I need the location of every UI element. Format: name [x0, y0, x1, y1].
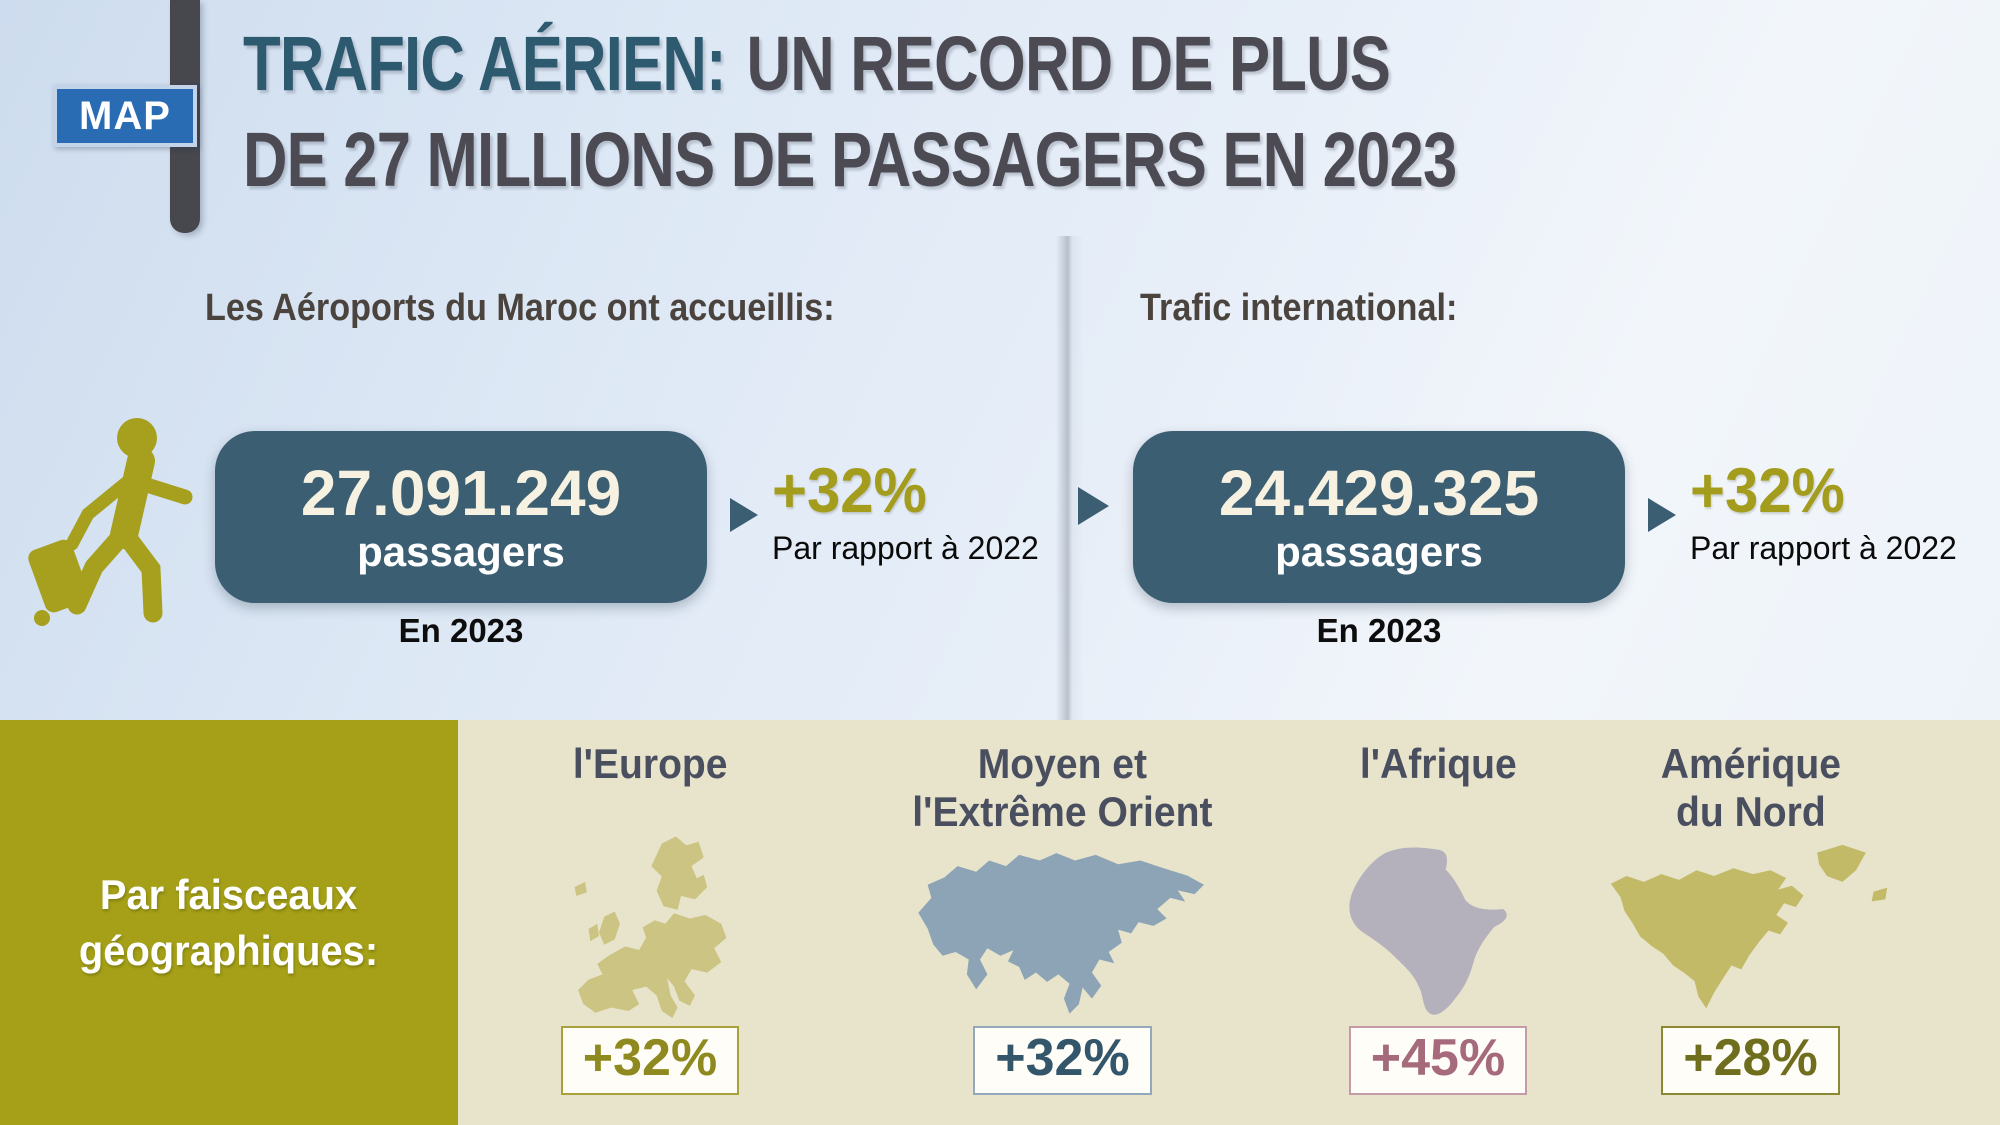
stat1-period: En 2023	[398, 612, 524, 649]
map-logo: MAP	[53, 85, 197, 147]
region-africa: l'Afrique +45%	[1283, 720, 1593, 1125]
regions-panel: Par faisceaux géographiques:	[0, 720, 458, 1125]
region-middle-far-east-label: Moyen et l'Extrême Orient	[912, 740, 1213, 835]
stat1-delta: +32% Par rapport à 2022	[772, 458, 1072, 567]
stat2-value: 24.429.325	[1218, 457, 1540, 529]
region-north-america-label: Amérique du Nord	[1660, 740, 1841, 835]
stat2-heading: Trafic international:	[1140, 287, 1458, 329]
traveler-icon	[25, 415, 215, 630]
stat1-delta-note: Par rapport à 2022	[772, 530, 1039, 566]
title-rest: UN RECORD DE PLUS	[746, 21, 1391, 107]
title-line-1: TRAFIC AÉRIEN: UN RECORD DE PLUS	[243, 16, 1456, 112]
stat1-delta-pct: +32%	[772, 456, 927, 526]
title-highlight: TRAFIC AÉRIEN:	[243, 21, 727, 107]
region-middle-far-east: Moyen et l'Extrême Orient +32%	[835, 720, 1290, 1125]
north-america-map-icon	[1601, 838, 1901, 1024]
region-africa-label: l'Afrique	[1359, 740, 1517, 787]
stat1-arrow-icon	[730, 498, 758, 532]
stat2-delta-pct: +32%	[1690, 456, 1845, 526]
region-europe-delta: +32%	[560, 1026, 740, 1095]
stat2-period: En 2023	[1316, 612, 1442, 649]
section-arrow-icon	[1078, 487, 1109, 525]
stat2-arrow-icon	[1648, 498, 1676, 532]
europe-map-icon	[548, 836, 753, 1024]
stat1-heading: Les Aéroports du Maroc ont accueillis:	[205, 287, 835, 329]
region-north-america: Amérique du Nord +28%	[1593, 720, 1908, 1125]
regions-panel-label: Par faisceaux géographiques:	[79, 870, 379, 974]
map-logo-text: MAP	[79, 93, 171, 138]
region-middle-far-east-delta: +32%	[973, 1026, 1152, 1095]
region-north-america-delta: +28%	[1661, 1026, 1840, 1095]
section-divider	[1056, 236, 1084, 720]
africa-map-icon	[1323, 838, 1553, 1024]
title-line-2: DE 27 MILLIONS DE PASSAGERS EN 2023	[243, 117, 1457, 203]
stat2-unit: passagers	[1275, 528, 1483, 575]
asia-map-icon	[898, 838, 1228, 1024]
stat2-delta: +32% Par rapport à 2022	[1690, 458, 1990, 567]
region-africa-delta: +45%	[1348, 1026, 1528, 1095]
stat1-value: 27.091.249	[300, 457, 622, 529]
stat2-value-box: 24.429.325 passagers	[1133, 431, 1625, 603]
region-europe: l'Europe +32%	[470, 720, 830, 1125]
page-title: TRAFIC AÉRIEN: UN RECORD DE PLUS DE 27 MI…	[243, 16, 1760, 208]
region-europe-label: l'Europe	[572, 740, 728, 787]
stat1-value-box: 27.091.249 passagers	[215, 431, 707, 603]
stat2-delta-note: Par rapport à 2022	[1690, 530, 1957, 566]
stat1-unit: passagers	[357, 528, 565, 575]
